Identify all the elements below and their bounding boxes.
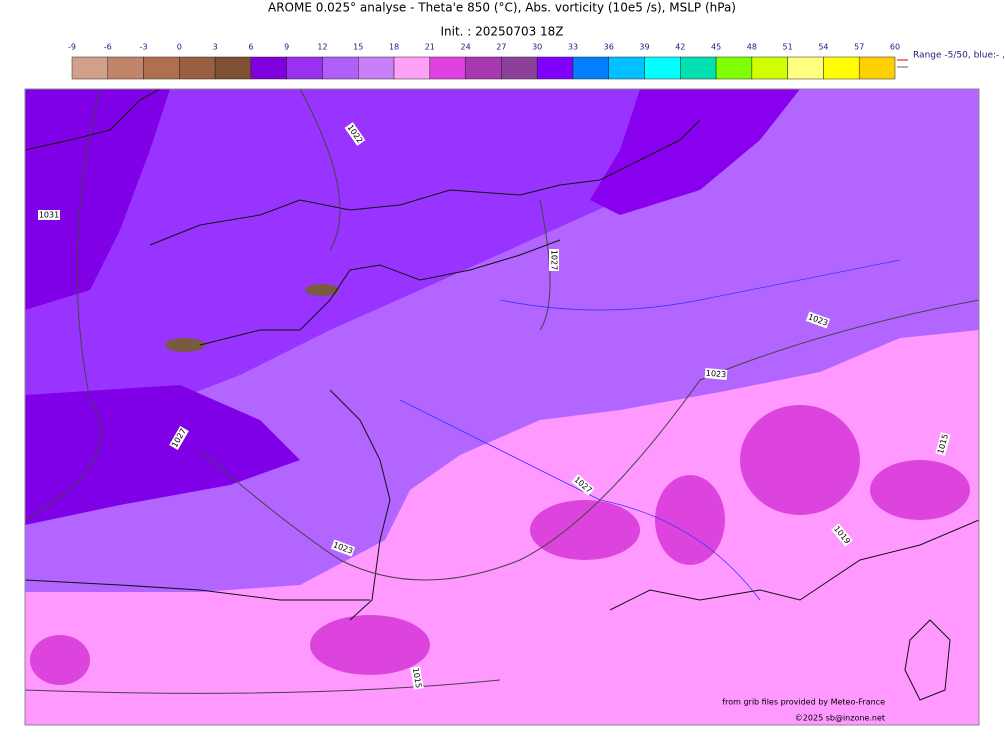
isobar-label: 1015 [411,667,423,689]
colorbar-box [501,56,538,80]
field-magenta [530,500,640,560]
colorbar-box [214,56,252,80]
colorbar-tick-label: 45 [711,43,721,52]
rivers [399,259,901,601]
colorbar-box [107,56,144,80]
colorbar-box [715,56,753,80]
colorbar-tick-label: 48 [747,43,757,52]
title: AROME 0.025° analyse - Theta'e 850 (°C),… [268,1,736,15]
colorbar-tick-label: 27 [496,43,506,52]
isobar-label-bg [935,432,951,456]
colorbar-tick-label: -9 [68,43,76,52]
colorbar-tick-label: 54 [818,43,828,52]
isobar-label-bg [169,425,189,451]
colorbar-tick-label: 30 [532,43,542,52]
colorbar-box [572,56,609,80]
colorbar-tick-label: 6 [248,43,253,52]
map-frame [24,88,980,726]
colorbar-box [143,56,180,80]
credit-source: from grib files provided by Meteo-France [722,698,885,707]
init-time: Init. : 20250703 18Z [440,25,563,39]
colorbar-box [644,56,681,80]
field-dark-purple [590,89,800,215]
range-note: Range -5/50, blue:- , r [913,51,1005,61]
isobar-label: 1031 [39,211,59,220]
colorbar-tick-label: 42 [675,43,685,52]
field-dark-purple [25,385,300,525]
isobar-label-bg [704,368,728,380]
isobar-label-bg [831,523,853,547]
colorbar-box [751,56,788,80]
field-magenta [655,475,725,565]
colorbar-box [250,56,287,80]
colorbar-tick-label: 15 [353,43,363,52]
colorbar-box [823,56,860,80]
colorbar-box [286,56,323,80]
coastlines [25,89,979,701]
isobar-label-bg [549,249,559,271]
colorbar-tick-label: 24 [461,43,471,52]
colorbar-tick-label: 51 [783,43,793,52]
colorbar: -9 -6 -3 0 3 6 9 12 15 18 21 24 27 30 33 36 39 42 45 48 51 54… [68,43,900,80]
colorbar-tick-label: 12 [317,43,327,52]
colorbar-box [358,56,395,80]
colorbar-tick-label: 36 [604,43,614,52]
colorbar-box [322,56,359,80]
colorbar-box [608,56,645,80]
isobar-label-bg [805,311,831,329]
colorbar-tick-label: 21 [425,43,435,52]
colorbar-tick-label: 18 [389,43,399,52]
isobar-label-bg [571,474,595,496]
colorbar-box [393,56,431,80]
isobars [25,89,979,694]
colorbar-tick-label: 9 [284,43,289,52]
field-dark-purple [25,89,170,310]
isobar-label-bg [410,666,424,690]
field-brown [305,284,339,296]
credit-copyright: ©2025 sb@inzone.net [795,714,885,723]
colorbar-tick-label: 57 [854,43,864,52]
colorbar-box [680,56,717,80]
field-magenta [310,615,430,675]
isobar-label: 1027 [550,250,559,270]
colorbar-box [429,56,466,80]
colorbar-box [465,56,502,80]
colorbar-box [536,56,574,80]
colorbar-box [787,56,824,80]
colorbar-tick-label: 33 [568,43,578,52]
isobar-label: 1023 [705,369,726,380]
colorbar-box [71,56,109,80]
isobar-label-bg [330,539,356,557]
field-pink [25,560,979,725]
field-magenta [740,405,860,515]
colorbar-tick-label: -6 [104,43,112,52]
field-mid-purple [25,89,760,440]
colorbar-box [858,56,896,80]
field-magenta [870,460,970,520]
isobar-label-bg [38,210,60,220]
field-brown [165,338,205,352]
colorbar-tick-label: 60 [890,43,900,52]
field-magenta [30,635,90,685]
colorbar-tick-label: 0 [177,43,182,52]
colorbar-tick-label: 39 [639,43,649,52]
map [24,88,980,726]
colorbar-box [179,56,216,80]
isobar-label-bg [344,122,366,146]
colorbar-tick-label: 3 [213,43,218,52]
colorbar-tick-label: -3 [140,43,148,52]
